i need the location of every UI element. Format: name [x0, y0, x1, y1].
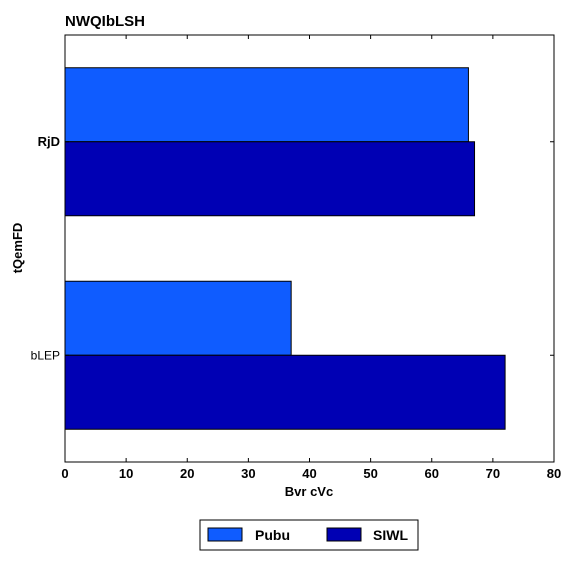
x-axis-label: Bvr cVc: [285, 484, 333, 499]
legend-label-pubu: Pubu: [255, 527, 290, 543]
x-tick-label-80: 80: [547, 466, 561, 481]
y-axis-label: tQemFD: [10, 223, 25, 274]
bar-siwl-blep: [64, 354, 506, 430]
x-tick-label-0: 0: [61, 466, 68, 481]
legend: Pubu SIWL: [199, 519, 419, 551]
x-tick-label-20: 20: [180, 466, 194, 481]
legend-label-siwl: SIWL: [373, 527, 408, 543]
legend-swatch-siwl: [326, 527, 362, 542]
bar-siwl-rjd: [64, 141, 476, 217]
bar-pubu-rjd: [64, 67, 469, 143]
bars-group: [64, 67, 506, 430]
chart-title: NWQIbLSH: [65, 13, 145, 30]
x-tick-label-10: 10: [119, 466, 133, 481]
x-axis-ticks: 0 10 20 30 40 50 60 70 80: [61, 35, 561, 481]
x-tick-label-30: 30: [241, 466, 255, 481]
bar-pubu-blep: [64, 280, 292, 356]
x-tick-label-70: 70: [486, 466, 500, 481]
x-tick-label-50: 50: [363, 466, 377, 481]
y-tick-label-rjd: RjD: [38, 134, 60, 149]
x-tick-label-40: 40: [302, 466, 316, 481]
y-axis-ticks: bLEP RjD: [31, 134, 554, 362]
legend-swatch-pubu: [207, 527, 243, 542]
x-tick-label-60: 60: [425, 466, 439, 481]
y-tick-label-blep: bLEP: [31, 348, 60, 362]
